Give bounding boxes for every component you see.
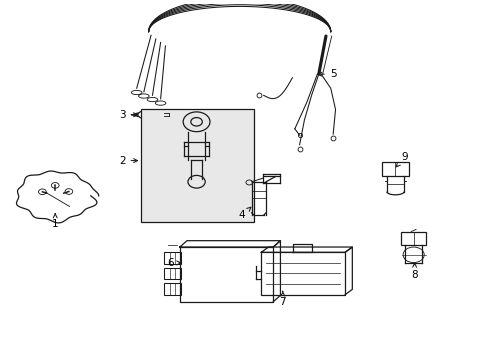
Bar xyxy=(400,231,425,245)
Bar xyxy=(261,252,345,294)
Text: 4: 4 xyxy=(238,207,250,220)
Text: 7: 7 xyxy=(279,291,285,307)
Bar xyxy=(141,109,254,222)
Bar xyxy=(164,252,181,264)
Bar xyxy=(164,268,181,279)
Text: 2: 2 xyxy=(119,156,137,166)
Bar xyxy=(180,247,273,302)
Text: 5: 5 xyxy=(317,69,336,79)
Text: 1: 1 xyxy=(52,213,59,229)
Text: 8: 8 xyxy=(410,263,417,280)
Text: 9: 9 xyxy=(395,152,407,167)
Text: 3: 3 xyxy=(119,110,137,120)
Bar xyxy=(382,162,408,176)
Text: 6: 6 xyxy=(166,258,180,268)
Bar xyxy=(164,283,181,294)
